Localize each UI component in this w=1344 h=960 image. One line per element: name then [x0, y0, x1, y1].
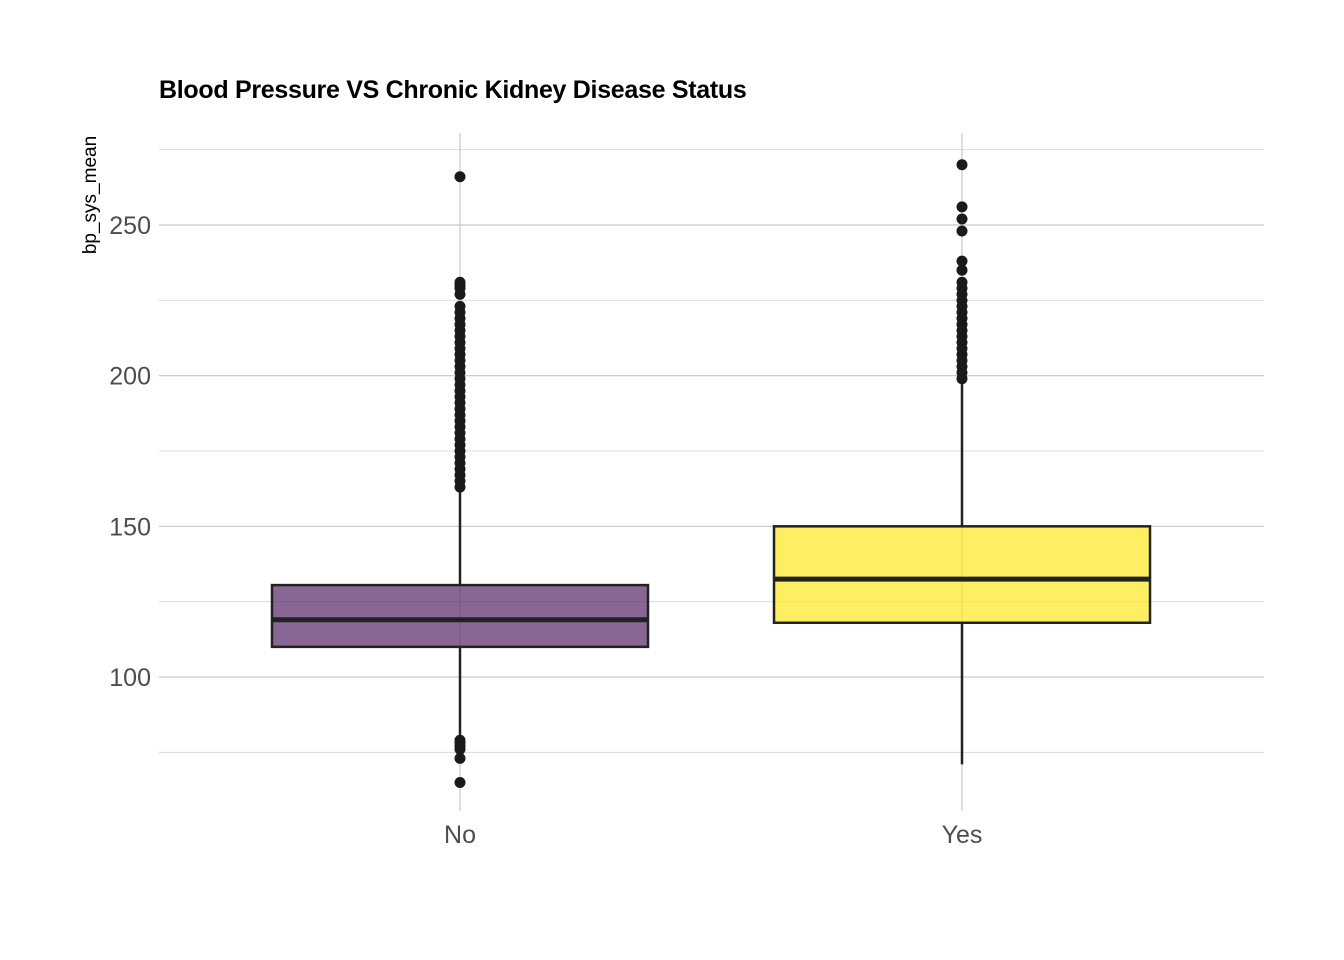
outlier-point [956, 159, 968, 171]
x-tick-label: No [444, 821, 476, 849]
y-tick-label: 150 [109, 513, 151, 541]
outlier-point [956, 225, 968, 237]
outlier-point [454, 743, 466, 755]
outlier-point [956, 264, 968, 276]
y-tick-label: 200 [109, 363, 151, 391]
outlier-point [454, 481, 466, 493]
outlier-point [454, 171, 466, 183]
box-iqr [772, 525, 1152, 625]
outlier-point [956, 201, 968, 213]
minor-gridlines [159, 149, 1264, 753]
box-iqr [270, 583, 650, 649]
x-tick-label: Yes [942, 821, 983, 849]
outlier-point [956, 373, 968, 385]
box-no [270, 171, 650, 788]
chart-title: Blood Pressure VS Chronic Kidney Disease… [159, 76, 747, 104]
major-gridlines [159, 133, 1264, 811]
y-axis-ticks: 100 150 200 250 [109, 212, 151, 692]
outlier-point [956, 255, 968, 267]
box-yes [772, 159, 1152, 765]
y-tick-label: 250 [109, 212, 151, 240]
x-axis-ticks: No Yes [444, 821, 982, 849]
outlier-point [956, 213, 968, 225]
outlier-point [454, 752, 466, 764]
y-tick-label: 100 [109, 664, 151, 692]
outlier-point [454, 776, 466, 788]
y-axis-title: bp_sys_mean [80, 136, 101, 254]
outlier-point [454, 288, 466, 300]
box-group [270, 159, 1152, 788]
